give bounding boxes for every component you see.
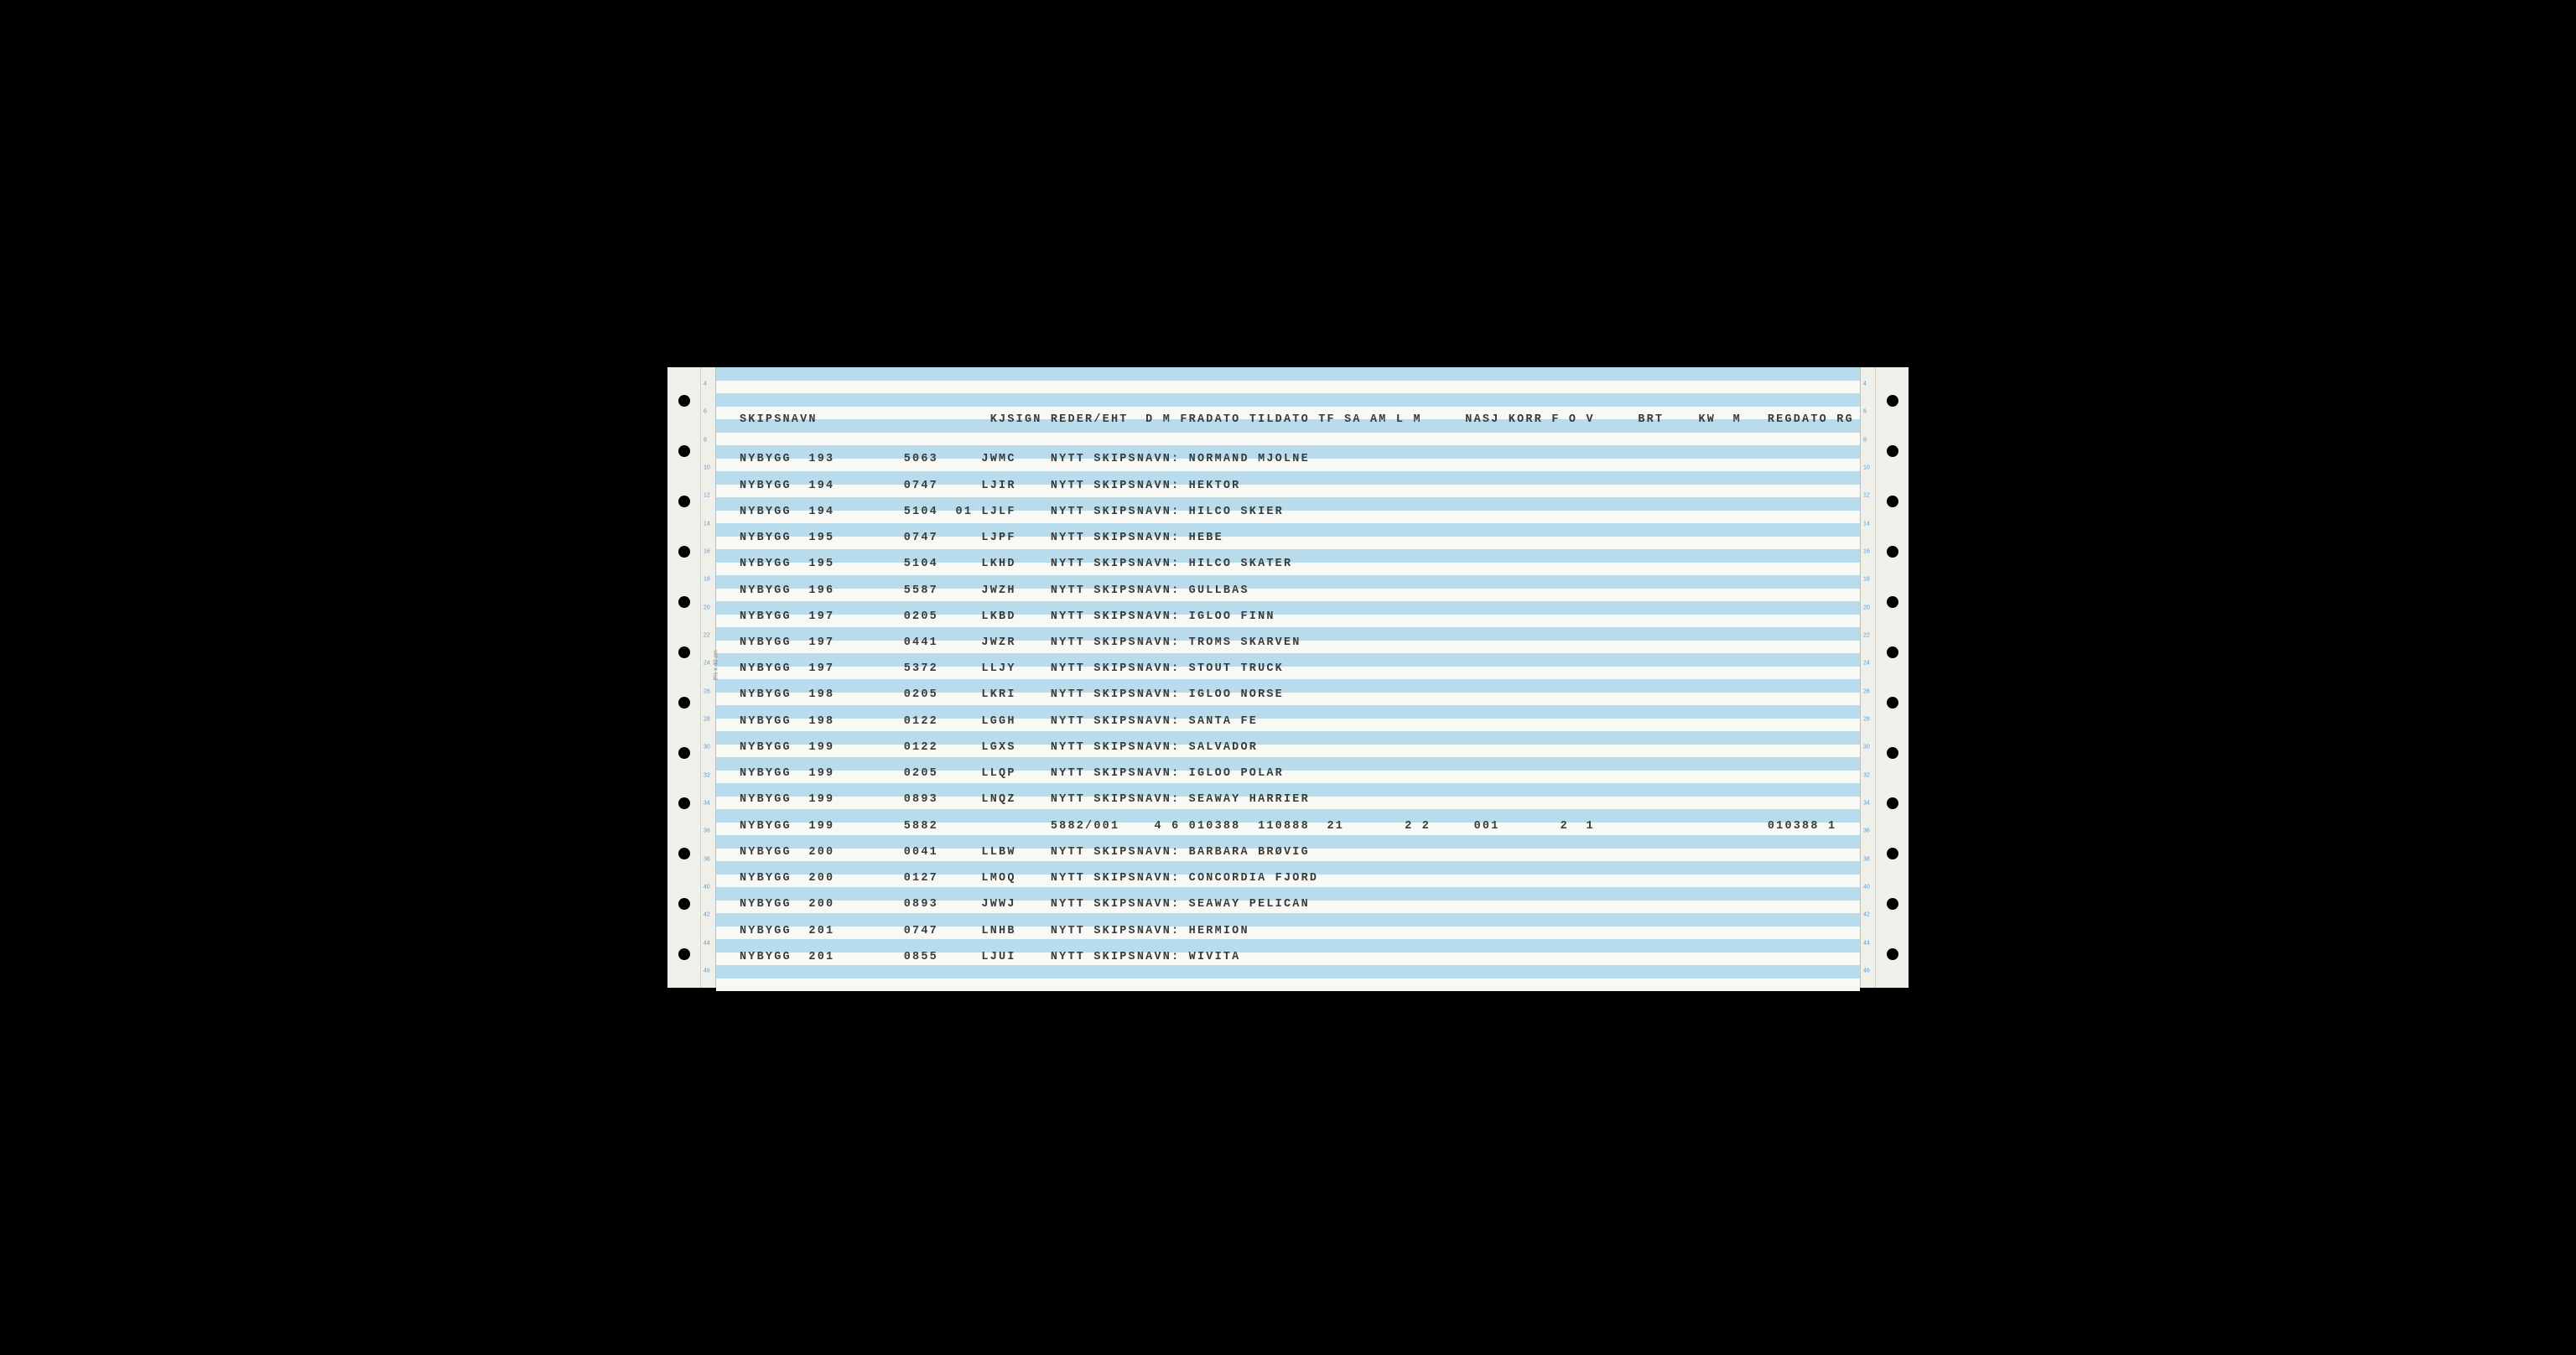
data-row: NYBYGG 199 0122 LGXS NYTT SKIPSNAVN: SAL… bbox=[716, 742, 1860, 754]
sprocket-hole bbox=[678, 797, 690, 809]
sprocket-holes-left bbox=[667, 367, 701, 988]
sprocket-hole bbox=[1887, 445, 1898, 457]
sprocket-hole bbox=[678, 445, 690, 457]
sprocket-hole bbox=[678, 596, 690, 608]
data-row: NYBYGG 193 5063 JWMC NYTT SKIPSNAVN: NOR… bbox=[716, 454, 1860, 465]
ruler-mark: 24 bbox=[704, 661, 710, 667]
ruler-mark: 8 bbox=[1863, 437, 1867, 443]
ruler-mark: 18 bbox=[704, 577, 710, 583]
sprocket-hole bbox=[1887, 848, 1898, 859]
ruler-mark: 42 bbox=[1863, 912, 1870, 918]
ruler-mark: 42 bbox=[704, 912, 710, 918]
sprocket-hole bbox=[678, 948, 690, 960]
ruler-mark: 18 bbox=[1863, 577, 1870, 583]
sprocket-hole bbox=[1887, 596, 1898, 608]
sprocket-hole bbox=[678, 646, 690, 658]
sprocket-hole bbox=[678, 395, 690, 407]
data-row: NYBYGG 197 5372 LLJY NYTT SKIPSNAVN: STO… bbox=[716, 663, 1860, 675]
ruler-mark: 8 bbox=[704, 437, 707, 443]
ruler-mark: 16 bbox=[704, 549, 710, 555]
sprocket-holes-right bbox=[1875, 367, 1909, 988]
ruler-mark: 10 bbox=[1863, 465, 1870, 471]
sprocket-hole bbox=[1887, 898, 1898, 910]
ruler-mark: 6 bbox=[1863, 409, 1867, 415]
ruler-mark: 44 bbox=[704, 940, 710, 946]
sprocket-hole bbox=[1887, 546, 1898, 558]
sprocket-hole bbox=[1887, 797, 1898, 809]
data-row: NYBYGG 198 0205 LKRI NYTT SKIPSNAVN: IGL… bbox=[716, 689, 1860, 701]
ruler-mark: 34 bbox=[1863, 801, 1870, 807]
sprocket-hole bbox=[678, 697, 690, 709]
ruler-mark: 30 bbox=[1863, 745, 1870, 750]
ruler-right: 4681012141618202224262830323436384042444… bbox=[1860, 367, 1875, 988]
sprocket-hole bbox=[1887, 395, 1898, 407]
sprocket-hole bbox=[1887, 747, 1898, 759]
content-area: SKIPSNAVN KJSIGN REDER/EHT D M FRADATO T… bbox=[716, 367, 1860, 988]
ruler-mark: 14 bbox=[704, 521, 710, 527]
ruler-mark: 24 bbox=[1863, 661, 1870, 667]
data-layer: SKIPSNAVN KJSIGN REDER/EHT D M FRADATO T… bbox=[716, 367, 1860, 988]
ruler-mark: 4 bbox=[1863, 382, 1867, 387]
data-row: NYBYGG 200 0127 LMOQ NYTT SKIPSNAVN: CON… bbox=[716, 873, 1860, 885]
ruler-mark: 12 bbox=[1863, 493, 1870, 499]
data-row: NYBYGG 199 5882 5882/001 4 6 010388 1108… bbox=[716, 821, 1860, 833]
data-row: NYBYGG 195 5104 LKHD NYTT SKIPSNAVN: HIL… bbox=[716, 558, 1860, 570]
ruler-mark: 36 bbox=[704, 828, 710, 834]
ruler-mark: 34 bbox=[704, 801, 710, 807]
ruler-mark: 12 bbox=[704, 493, 710, 499]
data-row: NYBYGG 200 0041 LLBW NYTT SKIPSNAVN: BAR… bbox=[716, 847, 1860, 859]
ruler-mark: 16 bbox=[1863, 549, 1870, 555]
sprocket-hole bbox=[678, 747, 690, 759]
sprocket-hole bbox=[1887, 646, 1898, 658]
ruler-mark: 10 bbox=[704, 465, 710, 471]
ruler-mark: 38 bbox=[704, 856, 710, 862]
ruler-mark: 26 bbox=[704, 688, 710, 694]
ruler-mark: 32 bbox=[1863, 772, 1870, 778]
sprocket-hole bbox=[678, 546, 690, 558]
ruler-mark: 40 bbox=[1863, 885, 1870, 890]
ruler-mark: 32 bbox=[704, 772, 710, 778]
ruler-mark: 22 bbox=[704, 633, 710, 639]
data-row: NYBYGG 198 0122 LGGH NYTT SKIPSNAVN: SAN… bbox=[716, 716, 1860, 728]
data-row: NYBYGG 199 0893 LNQZ NYTT SKIPSNAVN: SEA… bbox=[716, 794, 1860, 806]
ruler-mark: 20 bbox=[704, 605, 710, 610]
ruler-mark: 4 bbox=[704, 382, 707, 387]
ruler-mark: 46 bbox=[1863, 968, 1870, 974]
ruler-mark: 44 bbox=[1863, 940, 1870, 946]
ruler-mark: 38 bbox=[1863, 856, 1870, 862]
data-row: NYBYGG 196 5587 JWZH NYTT SKIPSNAVN: GUL… bbox=[716, 585, 1860, 597]
ruler-mark: 30 bbox=[704, 745, 710, 750]
ruler-mark: 22 bbox=[1863, 633, 1870, 639]
sprocket-hole bbox=[1887, 948, 1898, 960]
sprocket-hole bbox=[678, 496, 690, 507]
data-row: NYBYGG 199 0205 LLQP NYTT SKIPSNAVN: IGL… bbox=[716, 768, 1860, 780]
ruler-mark: 14 bbox=[1863, 521, 1870, 527]
ruler-mark: 20 bbox=[1863, 605, 1870, 610]
sprocket-hole bbox=[678, 848, 690, 859]
data-row: NYBYGG 197 0205 LKBD NYTT SKIPSNAVN: IGL… bbox=[716, 611, 1860, 623]
ruler-mark: 6 bbox=[704, 409, 707, 415]
printout-page: 4681012141618202224262830323436384042444… bbox=[667, 367, 1909, 988]
ruler-mark: 26 bbox=[1863, 688, 1870, 694]
sprocket-hole bbox=[678, 898, 690, 910]
ruler-mark: 46 bbox=[704, 968, 710, 974]
data-row: NYBYGG 195 0747 LJPF NYTT SKIPSNAVN: HEB… bbox=[716, 532, 1860, 544]
ruler-mark: 28 bbox=[1863, 717, 1870, 723]
ruler-mark: 40 bbox=[704, 885, 710, 890]
ruler-mark: 36 bbox=[1863, 828, 1870, 834]
data-row: NYBYGG 201 0747 LNHB NYTT SKIPSNAVN: HER… bbox=[716, 926, 1860, 937]
data-row: NYBYGG 194 0747 LJIR NYTT SKIPSNAVN: HEK… bbox=[716, 480, 1860, 492]
data-row: NYBYGG 197 0441 JWZR NYTT SKIPSNAVN: TRO… bbox=[716, 637, 1860, 649]
sprocket-hole bbox=[1887, 496, 1898, 507]
data-row: NYBYGG 200 0893 JWWJ NYTT SKIPSNAVN: SEA… bbox=[716, 899, 1860, 911]
sprocket-hole bbox=[1887, 697, 1898, 709]
header-row: SKIPSNAVN KJSIGN REDER/EHT D M FRADATO T… bbox=[716, 414, 1860, 426]
data-row: NYBYGG 201 0855 LJUI NYTT SKIPSNAVN: WIV… bbox=[716, 952, 1860, 963]
paper-size-label: 8½ x 40 cm bbox=[714, 650, 719, 680]
ruler-mark: 28 bbox=[704, 717, 710, 723]
data-row: NYBYGG 194 5104 01 LJLF NYTT SKIPSNAVN: … bbox=[716, 506, 1860, 518]
